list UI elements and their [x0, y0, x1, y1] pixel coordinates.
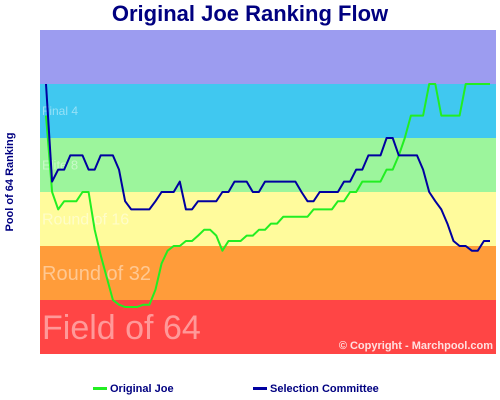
legend-swatch-original-joe — [93, 386, 107, 390]
legend-swatch-selection-committee — [253, 386, 267, 390]
band-top — [40, 30, 496, 84]
series-line-selection-committee — [45, 83, 490, 252]
band-label: Field of 64 — [42, 309, 201, 347]
legend-label-selection-committee: Selection Committee — [270, 383, 379, 395]
legend: Original Joe Selection Committee — [0, 381, 500, 399]
series-line-original-joe — [45, 83, 490, 308]
copyright-text: © Copyright - Marchpool.com — [339, 340, 493, 352]
band-round-of-16 — [40, 192, 496, 246]
legend-item-selection-committee: Selection Committee — [253, 381, 379, 397]
band-round-of-32 — [40, 246, 496, 300]
band-field-of-64 — [40, 300, 496, 354]
legend-label-original-joe: Original Joe — [110, 383, 174, 395]
band-label: Round of 32 — [42, 263, 151, 285]
legend-item-original-joe: Original Joe — [93, 381, 174, 397]
band-label: Final 4 — [42, 104, 78, 118]
band-final-4 — [40, 84, 496, 138]
series-layer — [45, 83, 490, 308]
band-label: Round of 16 — [42, 212, 129, 229]
chart-title: Original Joe Ranking Flow — [111, 1, 389, 26]
